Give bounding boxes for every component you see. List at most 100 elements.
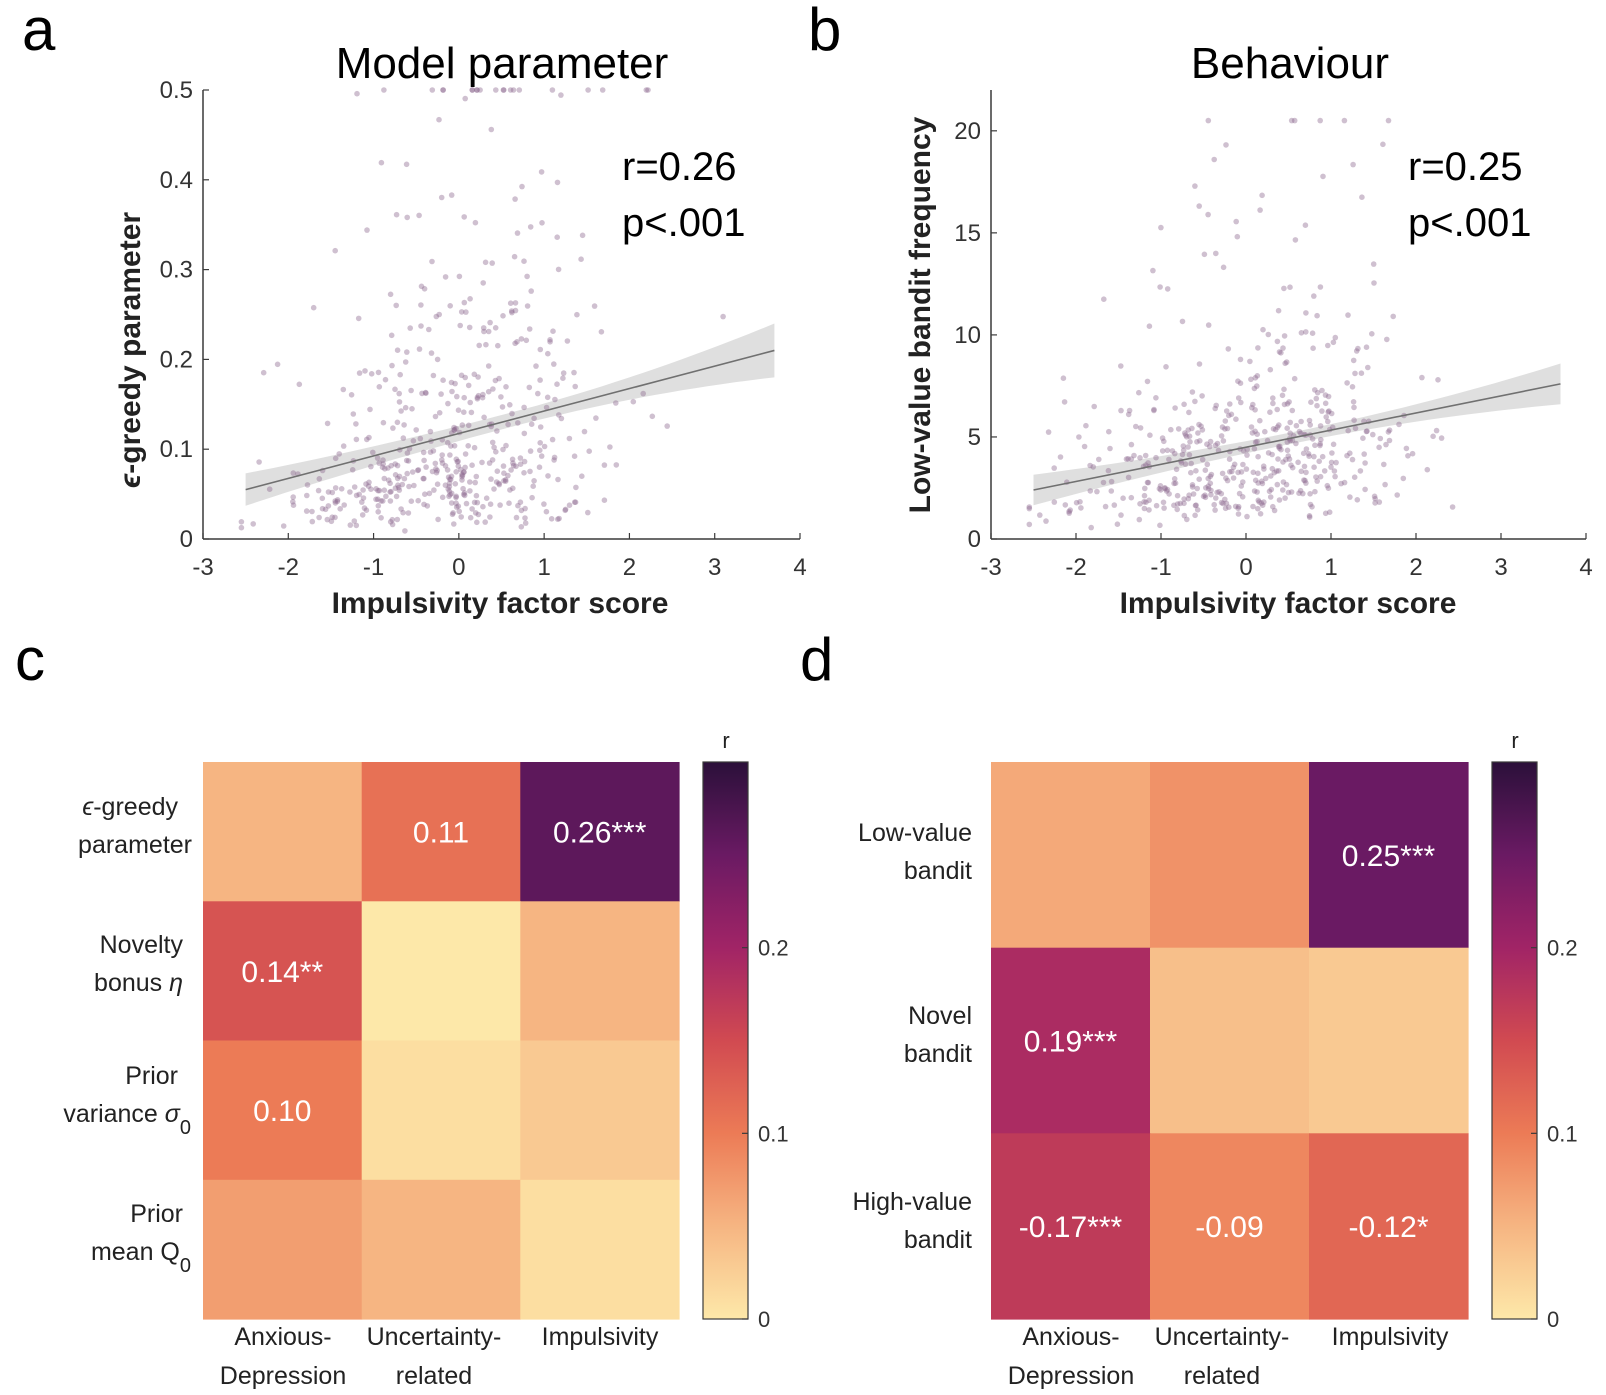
colorbar-tick-label: 0 [758, 1307, 770, 1332]
colorbar-c: 0 0.1 0.2 r [702, 728, 789, 1332]
scatter-point [1310, 345, 1316, 352]
scatter-point [1301, 477, 1307, 483]
scatter-point [1403, 445, 1410, 452]
scatter-point [1181, 500, 1187, 507]
scatter-point [1390, 313, 1396, 320]
scatter-point [1288, 462, 1294, 469]
scatter-point [423, 390, 429, 397]
scatter-point [1077, 499, 1083, 505]
scatter-point [550, 328, 556, 335]
scatter-point [1303, 469, 1309, 476]
scatter-point [392, 386, 398, 393]
heatmap-cell [1309, 947, 1469, 1134]
scatter-point [1187, 439, 1193, 445]
epsilon-symbol: ϵ [114, 473, 147, 488]
scatter-point [512, 196, 518, 202]
scatter-point [1240, 479, 1246, 485]
scatter-point [1208, 471, 1215, 478]
scatter-point [507, 402, 513, 408]
scatter-point [1236, 490, 1243, 497]
scatter-point [511, 253, 518, 260]
scatter-point [280, 523, 287, 529]
scatter-point [1238, 399, 1244, 406]
scatter-point [1325, 418, 1331, 425]
scatter-point [310, 304, 317, 311]
scatter-point [1386, 437, 1393, 444]
scatter-point [1171, 502, 1177, 509]
scatter-point [1207, 473, 1214, 480]
scatter-point [381, 487, 388, 494]
scatter-point [1195, 430, 1201, 436]
scatter-point [442, 463, 449, 469]
scatter-point [1255, 497, 1262, 504]
scatter-point [1257, 511, 1264, 517]
scatter-point [1328, 464, 1334, 470]
row-label-text: mean Q [91, 1238, 180, 1266]
scatter-point [1223, 408, 1230, 414]
scatter-point [1243, 466, 1250, 472]
scatter-point [387, 519, 394, 525]
scatter-point [1307, 491, 1313, 497]
scatter-point [1142, 452, 1149, 459]
scatter-point [1272, 426, 1279, 433]
scatter-point [487, 501, 494, 508]
scatter-point [513, 463, 519, 470]
scatter-point [1198, 423, 1204, 430]
scatter-point [1179, 451, 1186, 458]
scatter-point [521, 470, 527, 476]
scatter-point [528, 421, 535, 428]
colorbar-ticks-c: 0 0.1 0.2 [742, 936, 789, 1332]
col-label-c-1-l2: Depression [220, 1362, 346, 1390]
scatter-point [1324, 482, 1331, 489]
scatter-point [1265, 331, 1272, 338]
colorbar-tick-label: 0.2 [1547, 936, 1578, 961]
scatter-point [1164, 286, 1171, 292]
scatter-point [1194, 485, 1200, 492]
x-tick-label: -3 [980, 554, 1001, 581]
scatter-point [1300, 490, 1306, 497]
scatter-point [1344, 452, 1350, 459]
scatter-point [332, 514, 338, 521]
scatter-point [349, 467, 356, 473]
scatter-point [453, 425, 459, 432]
scatter-point [1312, 387, 1318, 393]
scatter-point [485, 388, 492, 395]
scatter-point [1291, 117, 1298, 124]
scatter-point [507, 87, 514, 93]
scatter-point [503, 384, 509, 390]
scatter-point [368, 463, 374, 470]
scatter-point [448, 490, 455, 497]
scatter-point [1284, 401, 1291, 407]
scatter-point [444, 467, 451, 473]
scatter-point [1381, 461, 1387, 468]
scatter-point [456, 508, 463, 515]
scatter-point [433, 313, 440, 320]
scatter-point [1166, 456, 1172, 463]
heatmap-cell [361, 1179, 521, 1320]
row-label-d-novel-l2: bandit [904, 1040, 972, 1068]
row-labels-c: ϵ-greedy parameter Novelty bonus η Prior… [63, 793, 192, 1277]
scatter-point [1275, 468, 1282, 474]
scatter-point [1208, 487, 1214, 494]
scatter-point [429, 468, 436, 475]
scatter-point [1133, 423, 1139, 430]
scatter-point [649, 413, 656, 420]
scatter-point [454, 393, 460, 400]
scatter-point [1083, 422, 1089, 429]
scatter-point [591, 303, 598, 309]
scatter-point [475, 374, 481, 380]
scatter-point [1180, 443, 1187, 449]
scatter-point [1328, 410, 1335, 417]
scatter-point [1435, 377, 1441, 383]
scatter-point [350, 411, 357, 417]
y-tick-label: 15 [954, 220, 981, 247]
scatter-point [549, 436, 556, 443]
scatter-point [1254, 431, 1260, 438]
scatter-point [1227, 401, 1233, 407]
scatter-point [1090, 464, 1096, 470]
scatter-panel-b: Behaviour -3 -2 -1 0 1 2 3 4 0 5 10 15 20 Impulsivi… [904, 39, 1593, 620]
scatter-point [316, 514, 322, 521]
scatter-point [1151, 406, 1157, 413]
scatter-point [368, 371, 375, 377]
row-label-c-epsilon-l2: parameter [78, 831, 192, 859]
